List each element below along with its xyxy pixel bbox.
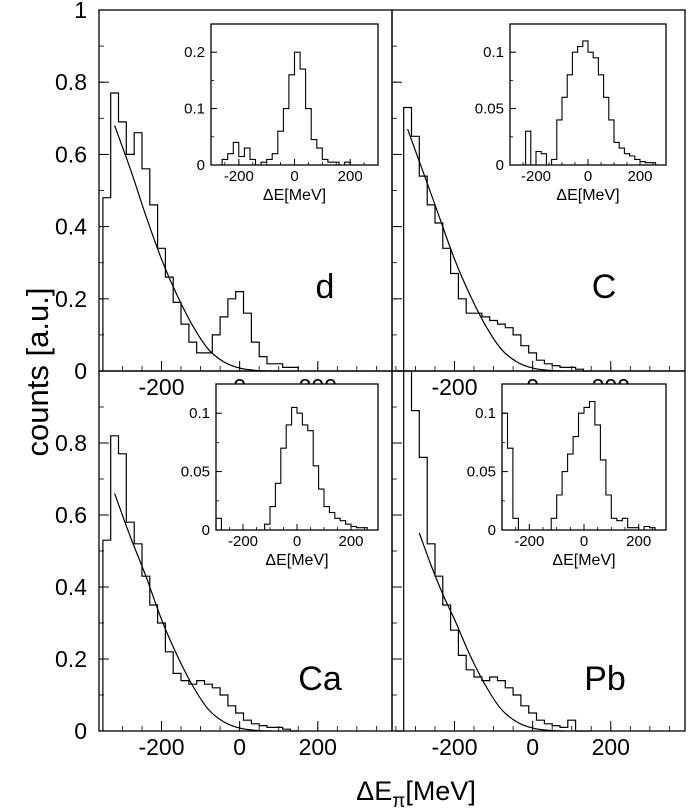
- inset-y-tick-label: 0: [202, 522, 210, 539]
- inset-x-tick-label: 0: [293, 533, 301, 550]
- main-y-tick-label: 0.4: [55, 214, 87, 240]
- fit-curve: [418, 532, 564, 732]
- main-y-tick-label: 0.8: [55, 69, 87, 95]
- inset-x-tick-label: 200: [338, 168, 363, 185]
- main-y-tick-label: 0.8: [55, 430, 87, 456]
- inset-x-tick-label: 200: [338, 533, 363, 550]
- main-x-tick-label: -200: [138, 734, 184, 760]
- panel-label: Pb: [584, 660, 626, 698]
- main-x-tick-label: 200: [299, 734, 337, 760]
- panels-group: -200 0 200 0 0.2 0.4 0.6 0.8 1 d -200 0 200 0 0.1 0.2 ΔE…: [55, 0, 686, 760]
- inset-x-tick-label: -200: [521, 168, 551, 185]
- main-y-tick-label: 0.6: [55, 502, 87, 528]
- inset-y-tick-label: 0.05: [467, 464, 496, 481]
- main-y-tick-label: 1: [74, 0, 87, 23]
- inset-y-tick-label: 0.1: [189, 405, 210, 422]
- inset-y-tick-label: 0.05: [181, 464, 210, 481]
- inset-background: [216, 384, 378, 530]
- histogram-series: [102, 435, 299, 732]
- inset-x-tick-label: -200: [224, 168, 254, 185]
- inset-y-tick-label: 0.2: [184, 44, 205, 61]
- inset-background: [502, 384, 666, 530]
- inset-x-tick-label: -200: [228, 533, 258, 550]
- inset-x-tick-label: 200: [626, 533, 651, 550]
- panel-label: C: [592, 268, 617, 306]
- x-axis-label-suffix: [MeV]: [405, 776, 476, 806]
- y-axis-label: counts [a.u.]: [20, 288, 55, 457]
- inset-x-axis-label: ΔE[MeV]: [552, 552, 615, 569]
- inset-x-tick-label: 0: [580, 533, 588, 550]
- inset-y-tick-label: 0: [496, 157, 504, 174]
- inset-background: [211, 24, 378, 165]
- panel-label: d: [316, 268, 335, 306]
- panel-label: Ca: [298, 660, 342, 698]
- fit-curve: [114, 493, 271, 732]
- main-x-tick-label: 0: [526, 734, 539, 760]
- main-x-tick-label: 200: [592, 734, 630, 760]
- inset-y-tick-label: 0: [197, 157, 205, 174]
- inset-histogram-series: [221, 51, 373, 166]
- inset-y-tick-label: 0.1: [475, 405, 496, 422]
- inset-histogram-series: [501, 400, 666, 531]
- x-axis-label: ΔEπ[MeV]: [356, 776, 476, 812]
- inset-pb: -200 0 200 0 0.05 0.1 ΔE[MeV]: [467, 383, 667, 569]
- main-y-tick-label: 0.2: [55, 286, 87, 312]
- panel-ca: -200 0 200 0 0.2 0.4 0.6 0.8 Ca -200 0 200 0 0.05 0.1 Δ…: [55, 370, 393, 760]
- main-y-tick-label: 0.4: [55, 574, 87, 600]
- main-x-tick-label: 0: [233, 734, 246, 760]
- inset-y-tick-label: 0.1: [184, 101, 205, 118]
- panel-c: -200 0 200 C -200 0 200 0 0.05 0.1 ΔE[MeV]: [391, 9, 686, 400]
- main-y-tick-label: 0: [74, 358, 87, 384]
- panel-pb: -200 0 200 Pb -200 0 200 0 0.05 0.1 ΔE[MeV]: [391, 370, 686, 760]
- x-axis-label-prefix: ΔE: [356, 776, 392, 806]
- main-x-tick-label: -200: [431, 734, 477, 760]
- histogram-series: [395, 370, 592, 732]
- inset-y-tick-label: 0.05: [475, 101, 504, 118]
- inset-x-axis-label: ΔE[MeV]: [265, 552, 328, 569]
- histogram-series: [395, 106, 592, 372]
- main-y-tick-label: 0.2: [55, 646, 87, 672]
- inset-histogram-series: [520, 40, 661, 166]
- inset-x-tick-label: 0: [290, 168, 298, 185]
- inset-x-tick-label: 0: [584, 168, 592, 185]
- inset-histogram-series: [215, 406, 378, 531]
- inset-x-axis-label: ΔE[MeV]: [556, 187, 619, 204]
- inset-ca: -200 0 200 0 0.05 0.1 ΔE[MeV]: [181, 383, 379, 569]
- fit-curve: [407, 128, 564, 372]
- histogram-series: [102, 92, 299, 371]
- main-y-tick-label: 0: [74, 718, 87, 744]
- inset-y-tick-label: 0: [488, 522, 496, 539]
- inset-d: -200 0 200 0 0.1 0.2 ΔE[MeV]: [184, 23, 379, 204]
- x-axis-label-subscript: π: [392, 791, 405, 812]
- main-x-tick-label: -200: [138, 374, 184, 400]
- inset-y-tick-label: 0.1: [483, 44, 504, 61]
- inset-x-tick-label: -200: [514, 533, 544, 550]
- main-y-tick-label: 0.6: [55, 141, 87, 167]
- main-x-tick-label: -200: [431, 374, 477, 400]
- panel-d: -200 0 200 0 0.2 0.4 0.6 0.8 1 d -200 0 200 0 0.1 0.2 ΔE…: [55, 0, 393, 400]
- inset-x-tick-label: 200: [627, 168, 652, 185]
- inset-c: -200 0 200 0 0.05 0.1 ΔE[MeV]: [475, 23, 667, 204]
- inset-x-axis-label: ΔE[MeV]: [263, 187, 326, 204]
